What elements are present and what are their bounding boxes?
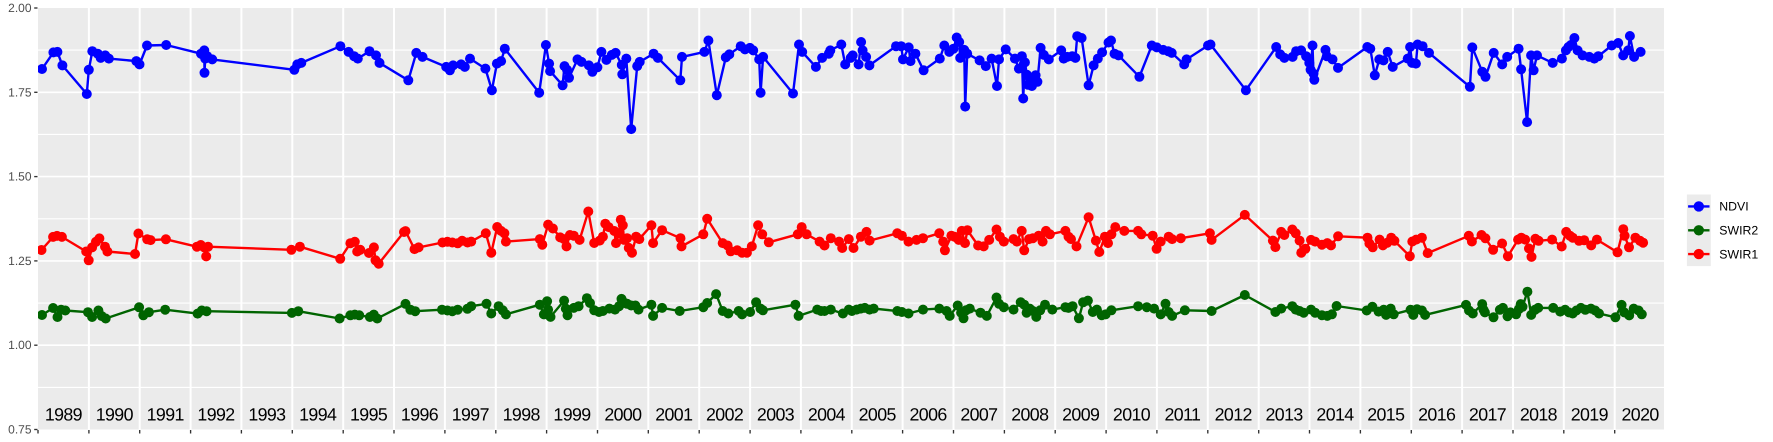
svg-text:1990: 1990 <box>96 405 134 425</box>
svg-text:NDVI: NDVI <box>1719 200 1748 214</box>
svg-text:2004: 2004 <box>808 405 846 425</box>
svg-text:SWIR1: SWIR1 <box>1719 247 1758 261</box>
svg-text:SWIR2: SWIR2 <box>1719 224 1758 238</box>
svg-text:2005: 2005 <box>859 405 897 425</box>
svg-text:2008: 2008 <box>1011 405 1049 425</box>
svg-text:2014: 2014 <box>1316 405 1354 425</box>
svg-text:2018: 2018 <box>1520 405 1558 425</box>
svg-text:2003: 2003 <box>757 405 795 425</box>
svg-text:1994: 1994 <box>299 405 337 425</box>
svg-text:1.25: 1.25 <box>8 254 32 268</box>
svg-text:1996: 1996 <box>401 405 439 425</box>
svg-text:2007: 2007 <box>960 405 997 425</box>
svg-text:2001: 2001 <box>655 405 693 425</box>
svg-text:1999: 1999 <box>553 405 591 425</box>
svg-text:2013: 2013 <box>1266 405 1304 425</box>
svg-text:2000: 2000 <box>604 405 642 425</box>
svg-text:2020: 2020 <box>1622 405 1660 425</box>
svg-text:1.50: 1.50 <box>8 170 32 184</box>
svg-text:1991: 1991 <box>147 405 185 425</box>
svg-text:1992: 1992 <box>197 405 234 425</box>
svg-text:2017: 2017 <box>1469 405 1506 425</box>
svg-text:2010: 2010 <box>1113 405 1151 425</box>
svg-text:1.00: 1.00 <box>8 338 32 352</box>
svg-text:2009: 2009 <box>1062 405 1100 425</box>
svg-text:2002: 2002 <box>706 405 743 425</box>
svg-text:1989: 1989 <box>45 405 83 425</box>
svg-text:1995: 1995 <box>350 405 388 425</box>
svg-text:2011: 2011 <box>1164 405 1201 425</box>
svg-text:2016: 2016 <box>1418 405 1456 425</box>
svg-text:2006: 2006 <box>910 405 948 425</box>
svg-text:2019: 2019 <box>1571 405 1609 425</box>
svg-text:1993: 1993 <box>248 405 286 425</box>
svg-text:2.00: 2.00 <box>8 1 32 15</box>
svg-text:0.75: 0.75 <box>8 423 32 437</box>
svg-text:1997: 1997 <box>452 405 489 425</box>
svg-text:1998: 1998 <box>503 405 541 425</box>
svg-text:2015: 2015 <box>1367 405 1405 425</box>
svg-text:2012: 2012 <box>1215 405 1252 425</box>
svg-text:1.75: 1.75 <box>8 85 32 99</box>
